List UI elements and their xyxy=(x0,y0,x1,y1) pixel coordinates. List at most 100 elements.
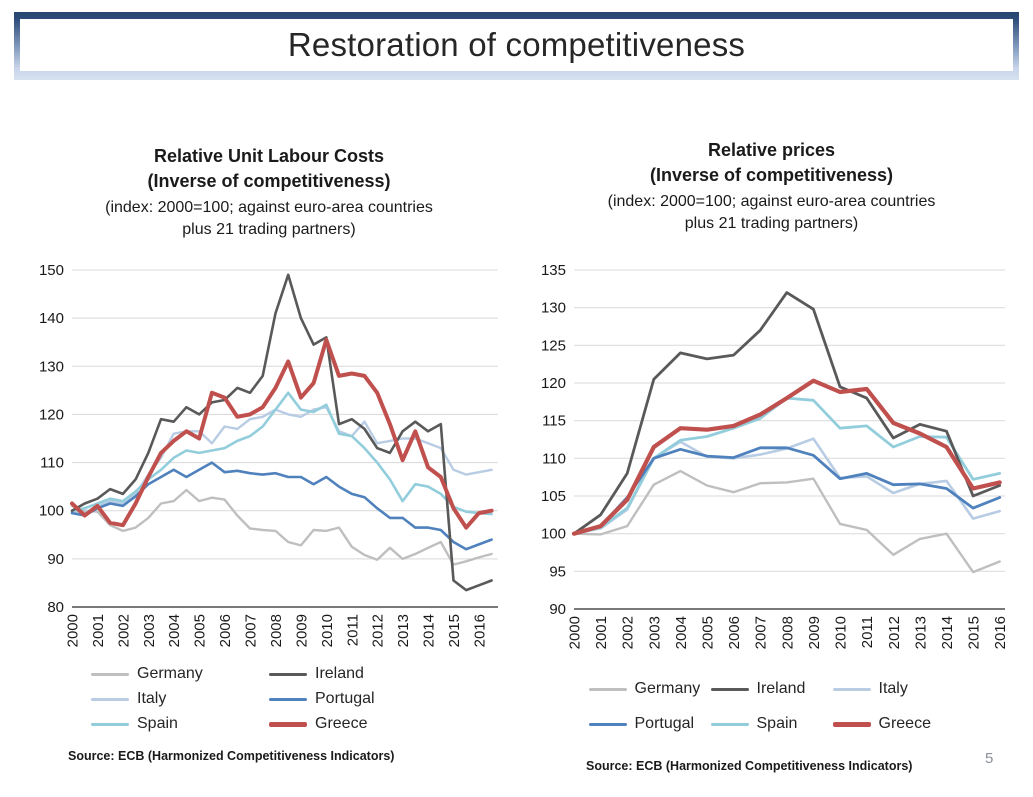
svg-text:2002: 2002 xyxy=(620,616,637,649)
ulc-chart-subtitle: (Inverse of competitiveness) xyxy=(147,171,391,191)
svg-text:2011: 2011 xyxy=(859,616,876,648)
prices-chart-plot: 90 95 100 105 110 115 120 125 130 135 2000 2001 2002… xyxy=(541,262,1009,649)
svg-text:2003: 2003 xyxy=(646,616,663,649)
svg-text:2000: 2000 xyxy=(567,616,584,649)
legend-label: Italy xyxy=(137,690,167,707)
svg-text:2013: 2013 xyxy=(912,616,929,649)
spain-line-swatch xyxy=(91,722,129,726)
svg-text:2005: 2005 xyxy=(192,614,209,647)
legend-item-ireland: Ireland xyxy=(269,665,447,683)
svg-text:2004: 2004 xyxy=(673,616,690,649)
svg-text:2008: 2008 xyxy=(268,614,285,647)
svg-text:105: 105 xyxy=(541,488,566,505)
legend-item-italy: Italy xyxy=(832,680,955,698)
svg-text:135: 135 xyxy=(541,262,566,279)
svg-text:2010: 2010 xyxy=(319,614,336,647)
svg-text:2010: 2010 xyxy=(833,616,850,649)
svg-text:115: 115 xyxy=(542,413,566,430)
svg-text:90: 90 xyxy=(549,601,566,618)
legend-item-germany: Germany xyxy=(91,665,269,683)
svg-text:120: 120 xyxy=(39,406,64,423)
portugal-line-swatch xyxy=(269,697,307,701)
legend-item-germany: Germany xyxy=(588,680,711,698)
ulc-chart-legend: Germany Ireland Italy Portugal Spain Greece xyxy=(28,665,510,733)
prices-chart-source: Source: ECB (Harmonized Competitiveness … xyxy=(586,759,913,773)
ulc-chart-plot: 80 90 100 110 120 130 140 150 2000 2001 2002 2003 20… xyxy=(39,262,498,647)
svg-text:2009: 2009 xyxy=(806,616,823,649)
legend-item-greece: Greece xyxy=(269,715,447,733)
greece-line-swatch xyxy=(832,721,871,727)
svg-text:2007: 2007 xyxy=(243,614,260,647)
svg-text:2006: 2006 xyxy=(217,614,234,647)
greece-line-swatch xyxy=(269,721,307,727)
legend-label: Spain xyxy=(137,715,178,732)
svg-text:2009: 2009 xyxy=(293,614,310,647)
svg-text:90: 90 xyxy=(47,551,64,568)
svg-text:2015: 2015 xyxy=(446,614,463,647)
italy-line-swatch xyxy=(91,697,129,701)
prices-chart-header: Relative prices (Inverse of competitiven… xyxy=(528,126,1015,252)
legend-label: Spain xyxy=(756,715,798,732)
legend-item-spain: Spain xyxy=(710,715,833,733)
svg-text:2001: 2001 xyxy=(593,616,610,649)
prices-chart-title: Relative prices xyxy=(707,140,836,160)
svg-text:2006: 2006 xyxy=(726,616,743,649)
svg-text:2001: 2001 xyxy=(90,614,107,647)
legend-item-spain: Spain xyxy=(91,715,269,733)
svg-text:140: 140 xyxy=(39,310,64,327)
legend-label: Ireland xyxy=(315,665,364,682)
germany-line-swatch xyxy=(91,672,129,676)
prices-chart-note: (index: 2000=100; against euro-area coun… xyxy=(607,193,936,232)
svg-text:130: 130 xyxy=(39,358,64,375)
ulc-chart-source: Source: ECB (Harmonized Competitiveness … xyxy=(68,749,395,763)
svg-text:120: 120 xyxy=(541,375,566,392)
germany-line-swatch xyxy=(588,687,627,691)
chart-column-ulc: Relative Unit Labour Costs (Inverse of c… xyxy=(28,130,510,763)
svg-text:2011: 2011 xyxy=(344,614,361,646)
ulc-chart-header: Relative Unit Labour Costs (Inverse of c… xyxy=(28,130,510,254)
svg-text:2008: 2008 xyxy=(779,616,796,649)
svg-text:150: 150 xyxy=(39,262,64,279)
legend-item-italy: Italy xyxy=(91,690,269,708)
chart-column-prices: Relative prices (Inverse of competitiven… xyxy=(528,126,1015,773)
svg-text:2003: 2003 xyxy=(141,614,158,647)
svg-text:110: 110 xyxy=(542,450,566,467)
svg-text:2016: 2016 xyxy=(471,614,488,647)
page-number: 5 xyxy=(985,750,994,767)
svg-text:100: 100 xyxy=(541,526,566,543)
legend-item-greece: Greece xyxy=(832,715,955,733)
legend-label: Greece xyxy=(315,715,368,732)
svg-text:2013: 2013 xyxy=(395,614,412,647)
svg-text:2007: 2007 xyxy=(753,616,770,649)
legend-label: Ireland xyxy=(756,680,806,697)
spain-line-swatch xyxy=(710,722,749,726)
svg-text:2002: 2002 xyxy=(115,614,132,647)
slide-title-box: Restoration of competitiveness xyxy=(20,19,1013,71)
italy-line-swatch xyxy=(832,687,871,691)
ulc-chart-note: (index: 2000=100; against euro-area coun… xyxy=(105,199,433,238)
legend-item-ireland: Ireland xyxy=(710,680,833,698)
svg-text:125: 125 xyxy=(541,337,566,354)
svg-text:95: 95 xyxy=(549,563,566,580)
legend-label: Germany xyxy=(634,680,701,697)
legend-item-portugal: Portugal xyxy=(269,690,447,708)
legend-label: Greece xyxy=(878,715,931,732)
ireland-line-swatch xyxy=(710,687,749,691)
legend-label: Portugal xyxy=(315,690,375,707)
ireland-line-swatch xyxy=(269,672,307,676)
svg-text:2000: 2000 xyxy=(65,614,82,647)
svg-text:110: 110 xyxy=(40,455,64,472)
slide-title: Restoration of competitiveness xyxy=(287,26,746,63)
prices-chart-legend: Germany Ireland Italy Portugal Spain Greece xyxy=(528,680,1015,733)
svg-text:100: 100 xyxy=(39,503,64,520)
svg-text:2014: 2014 xyxy=(421,614,438,647)
svg-text:2004: 2004 xyxy=(166,614,183,647)
svg-text:2016: 2016 xyxy=(992,616,1009,649)
portugal-line-swatch xyxy=(588,722,627,726)
legend-label: Germany xyxy=(137,665,203,682)
legend-item-portugal: Portugal xyxy=(588,715,711,733)
svg-text:2012: 2012 xyxy=(370,614,387,647)
svg-text:2014: 2014 xyxy=(939,616,956,649)
ulc-chart-title: Relative Unit Labour Costs xyxy=(153,146,385,166)
slide-title-banner: Restoration of competitiveness xyxy=(14,12,1019,80)
